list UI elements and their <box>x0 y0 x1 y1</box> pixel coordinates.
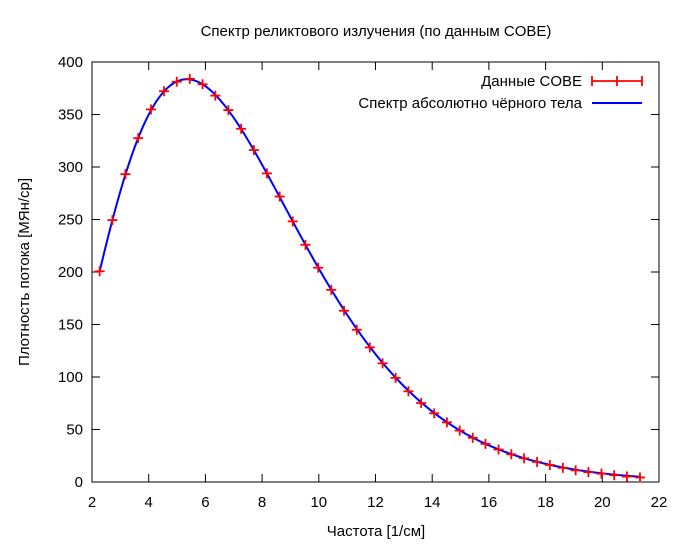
data-point-cobe <box>236 123 247 134</box>
data-point-cobe <box>506 449 517 460</box>
y-tick-label: 350 <box>58 107 83 124</box>
data-point-cobe <box>377 358 388 369</box>
data-point-cobe <box>557 462 568 473</box>
x-tick-label: 6 <box>201 494 209 511</box>
data-point-cobe <box>248 145 259 156</box>
data-point-cobe <box>210 90 221 101</box>
data-point-cobe <box>429 408 440 419</box>
y-tick-label: 200 <box>58 264 83 281</box>
data-point-cobe <box>544 459 555 470</box>
legend: Данные COBE Спектр абсолютно чёрного тел… <box>358 73 643 112</box>
x-tick-label: 16 <box>481 494 498 511</box>
y-tick-label: 50 <box>66 422 83 439</box>
data-point-cobe <box>403 386 414 397</box>
chart-title: Спектр реликтового излучения (по данным … <box>201 23 552 40</box>
data-point-cobe <box>171 76 182 87</box>
data-point-cobe <box>596 468 607 479</box>
data-point-cobe <box>532 456 543 467</box>
data-point-cobe <box>313 262 324 273</box>
y-tick-label: 100 <box>58 369 83 386</box>
x-tick-label: 2 <box>88 494 96 511</box>
data-point-cobe <box>570 465 581 476</box>
series-layer <box>94 73 646 483</box>
data-point-cobe <box>480 438 491 449</box>
series-blackbody-line <box>98 78 641 478</box>
y-axis-ticks: 0 50 100 150 200 250 300 350 400 <box>58 54 659 491</box>
y-tick-label: 0 <box>75 474 83 491</box>
data-point-cobe <box>145 104 156 115</box>
plot-frame <box>91 61 660 483</box>
data-point-cobe <box>274 191 285 202</box>
data-point-cobe <box>133 133 144 144</box>
data-point-cobe <box>159 86 170 97</box>
x-tick-label: 12 <box>367 494 384 511</box>
data-point-cobe <box>390 372 401 383</box>
x-tick-label: 4 <box>145 494 153 511</box>
data-point-cobe <box>351 324 362 335</box>
data-point-cobe <box>326 284 337 295</box>
data-point-cobe <box>364 342 375 353</box>
data-point-cobe <box>287 216 298 227</box>
x-tick-label: 14 <box>424 494 441 511</box>
data-point-cobe <box>261 168 272 179</box>
data-point-cobe <box>339 305 350 316</box>
legend-sample-cobe-data <box>591 76 643 86</box>
x-tick-label: 20 <box>594 494 611 511</box>
data-point-cobe <box>635 472 646 483</box>
data-point-cobe <box>454 425 465 436</box>
y-tick-label: 150 <box>58 317 83 334</box>
legend-label-cobe-data: Данные COBE <box>481 73 582 90</box>
data-point-cobe <box>519 453 530 464</box>
x-axis-ticks: 2 4 6 8 10 12 14 16 18 20 22 <box>88 62 668 511</box>
data-point-cobe <box>441 417 452 428</box>
data-point-cobe <box>120 169 131 180</box>
x-tick-label: 10 <box>310 494 327 511</box>
data-point-cobe <box>94 266 105 277</box>
x-tick-label: 8 <box>258 494 266 511</box>
data-point-cobe <box>609 470 620 481</box>
data-point-cobe <box>416 398 427 409</box>
y-axis-title: Плотность потока [МЯн/ср] <box>16 178 33 366</box>
x-tick-label: 18 <box>537 494 554 511</box>
data-point-cobe <box>621 471 632 482</box>
y-tick-label: 250 <box>58 212 83 229</box>
data-point-cobe <box>223 105 234 116</box>
data-point-cobe <box>107 215 118 226</box>
y-tick-label: 300 <box>58 159 83 176</box>
data-point-cobe <box>493 444 504 455</box>
y-tick-label: 400 <box>58 54 83 71</box>
legend-label-blackbody: Спектр абсолютно чёрного тела <box>358 95 582 112</box>
x-axis-title: Частота [1/см] <box>327 523 425 540</box>
data-point-cobe <box>184 73 195 84</box>
data-point-cobe <box>300 239 311 250</box>
data-point-cobe <box>583 467 594 478</box>
data-point-cobe <box>467 432 478 443</box>
x-tick-label: 22 <box>651 494 668 511</box>
data-point-cobe <box>197 79 208 90</box>
